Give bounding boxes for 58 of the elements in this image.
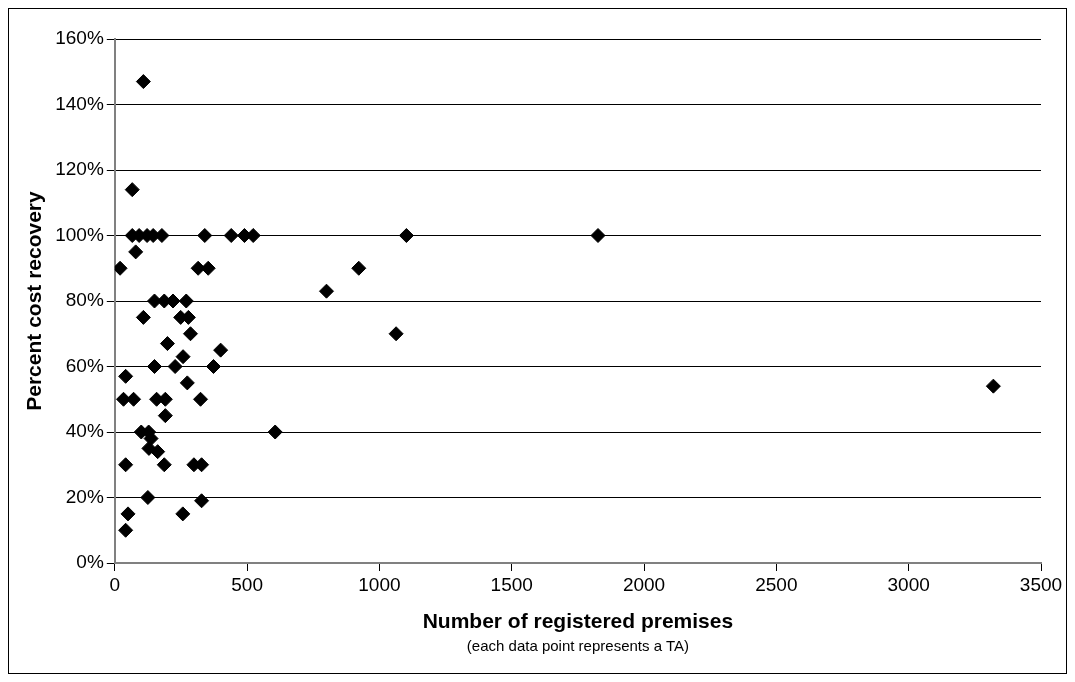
point bbox=[156, 457, 172, 473]
y-tick-label: 140% bbox=[55, 92, 104, 114]
point bbox=[114, 260, 128, 276]
point bbox=[985, 378, 1001, 394]
y-tick-label: 160% bbox=[55, 27, 104, 49]
point bbox=[146, 359, 162, 374]
point bbox=[194, 493, 210, 509]
point bbox=[126, 391, 142, 407]
point bbox=[175, 506, 191, 522]
point bbox=[398, 228, 414, 243]
point bbox=[223, 228, 239, 243]
point bbox=[267, 424, 283, 440]
x-tick-label: 3000 bbox=[887, 573, 930, 595]
point bbox=[319, 283, 334, 299]
point bbox=[193, 391, 209, 407]
x-tick-label: 0 bbox=[109, 573, 121, 595]
y-tick-label: 60% bbox=[65, 354, 104, 376]
point bbox=[159, 336, 175, 352]
point bbox=[190, 260, 206, 276]
point bbox=[167, 359, 183, 374]
x-tick-label: 1500 bbox=[490, 573, 533, 595]
x-tick-label: 1000 bbox=[358, 573, 401, 595]
point bbox=[135, 74, 151, 90]
point bbox=[175, 349, 191, 365]
y-tick-label: 20% bbox=[65, 485, 104, 507]
point bbox=[141, 440, 157, 456]
point bbox=[213, 342, 229, 358]
y-tick-label: 80% bbox=[65, 289, 104, 311]
point bbox=[135, 309, 151, 325]
point bbox=[118, 368, 134, 384]
y-tick-label: 40% bbox=[65, 420, 104, 442]
point bbox=[128, 244, 144, 260]
x-tick-label: 500 bbox=[231, 573, 263, 595]
y-tick-label: 120% bbox=[55, 158, 104, 180]
x-tick-label: 2000 bbox=[622, 573, 666, 595]
point bbox=[150, 444, 166, 460]
point bbox=[124, 182, 140, 198]
y-tick-label: 100% bbox=[55, 223, 104, 245]
point bbox=[146, 293, 162, 309]
point bbox=[182, 326, 198, 342]
point bbox=[197, 228, 213, 243]
point bbox=[206, 359, 221, 374]
point bbox=[157, 408, 173, 424]
point bbox=[140, 490, 156, 505]
point bbox=[118, 457, 134, 473]
point bbox=[118, 522, 134, 538]
x-tick-label: 3500 bbox=[1019, 573, 1063, 595]
point bbox=[590, 228, 606, 243]
x-tick-label: 2500 bbox=[755, 573, 798, 595]
point bbox=[178, 293, 194, 309]
y-tick-label: 0% bbox=[76, 551, 104, 573]
y-axis-title: Percent cost recovery bbox=[22, 190, 46, 411]
text: (each data point represents a TA) bbox=[466, 637, 689, 654]
x-axis-title: Number of registered premises bbox=[422, 609, 734, 633]
point bbox=[120, 506, 136, 522]
point bbox=[179, 375, 195, 391]
point bbox=[388, 326, 404, 342]
point bbox=[351, 260, 367, 276]
